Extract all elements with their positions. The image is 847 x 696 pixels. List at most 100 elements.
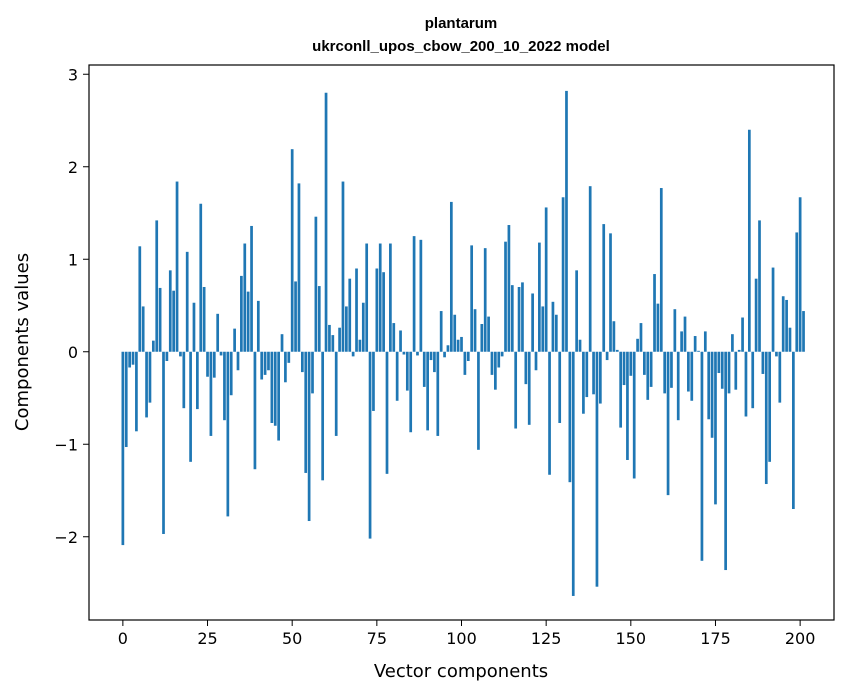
bar bbox=[351, 351, 355, 357]
bar bbox=[189, 351, 192, 462]
x-axis-label: Vector components bbox=[374, 661, 548, 682]
bar bbox=[666, 351, 670, 496]
y-tick-label: 0 bbox=[68, 343, 78, 362]
bar bbox=[751, 351, 755, 409]
bar bbox=[240, 275, 243, 352]
bar bbox=[385, 351, 389, 474]
bar bbox=[548, 351, 551, 475]
bar bbox=[466, 351, 470, 361]
bar bbox=[693, 336, 697, 352]
bar bbox=[399, 330, 402, 352]
bar bbox=[680, 331, 683, 352]
bar bbox=[609, 233, 612, 352]
bar bbox=[500, 351, 504, 357]
bar bbox=[507, 225, 511, 352]
bar bbox=[720, 351, 724, 389]
bar bbox=[131, 351, 135, 365]
bar bbox=[676, 351, 680, 421]
x-tick-label: 100 bbox=[446, 629, 477, 648]
bar bbox=[324, 92, 328, 352]
bar bbox=[456, 339, 460, 352]
bar bbox=[703, 331, 707, 352]
bar bbox=[311, 351, 314, 394]
bar bbox=[541, 306, 545, 352]
bar bbox=[598, 351, 602, 404]
bar bbox=[514, 351, 518, 429]
bar bbox=[317, 286, 321, 352]
bar bbox=[372, 351, 375, 411]
chart-title: plantarum bbox=[425, 15, 498, 32]
bar bbox=[429, 351, 433, 361]
bar bbox=[409, 351, 413, 433]
bar bbox=[595, 351, 599, 587]
bar bbox=[602, 224, 606, 352]
bar bbox=[785, 299, 788, 352]
bar bbox=[446, 345, 450, 352]
bar bbox=[277, 351, 280, 441]
bar bbox=[209, 351, 213, 436]
bar bbox=[561, 197, 565, 352]
x-axis-ticks: 0 25 50 75 100 125 150 175 200 bbox=[118, 620, 816, 648]
x-tick-label: 150 bbox=[616, 629, 647, 648]
y-tick-label: 3 bbox=[68, 65, 78, 84]
bar bbox=[236, 351, 240, 371]
y-tick-label: 1 bbox=[68, 250, 78, 269]
bar bbox=[649, 351, 653, 387]
bar bbox=[172, 290, 176, 352]
bar bbox=[487, 316, 490, 352]
bar bbox=[267, 351, 270, 371]
bar bbox=[426, 351, 429, 431]
bar bbox=[605, 351, 609, 361]
bar bbox=[747, 129, 751, 352]
bar bbox=[687, 351, 690, 392]
bar bbox=[622, 351, 626, 386]
bar bbox=[284, 351, 287, 383]
bar bbox=[307, 351, 311, 522]
bar bbox=[422, 351, 426, 387]
bar bbox=[792, 351, 795, 509]
bar bbox=[659, 188, 663, 352]
bar bbox=[531, 293, 534, 352]
bar bbox=[361, 302, 365, 352]
bar bbox=[256, 300, 260, 352]
bar bbox=[538, 242, 541, 352]
bars-group bbox=[121, 90, 805, 596]
x-tick-label: 50 bbox=[282, 629, 302, 648]
bar bbox=[375, 268, 379, 352]
bar bbox=[724, 351, 727, 571]
bar bbox=[321, 351, 325, 481]
x-tick-label: 25 bbox=[197, 629, 217, 648]
bar bbox=[253, 351, 257, 470]
bar bbox=[483, 248, 487, 352]
bar bbox=[141, 306, 145, 352]
y-tick-label: −2 bbox=[54, 528, 78, 547]
bar bbox=[568, 351, 572, 483]
bar bbox=[697, 350, 700, 352]
x-tick-label: 0 bbox=[118, 629, 128, 648]
bar bbox=[135, 351, 138, 432]
bar bbox=[768, 351, 772, 462]
bar bbox=[246, 291, 250, 352]
bar bbox=[202, 287, 206, 352]
bar bbox=[145, 351, 148, 418]
bar bbox=[510, 285, 514, 352]
bar bbox=[636, 338, 639, 352]
bar bbox=[802, 311, 805, 352]
x-tick-label: 125 bbox=[531, 629, 562, 648]
bar bbox=[185, 251, 189, 352]
bar bbox=[355, 268, 358, 352]
bar bbox=[639, 323, 643, 352]
bar bbox=[771, 267, 775, 352]
bar bbox=[788, 327, 792, 352]
bar bbox=[206, 351, 209, 377]
bar bbox=[521, 282, 524, 352]
bar bbox=[443, 351, 446, 358]
bar bbox=[731, 334, 734, 352]
bar bbox=[416, 351, 419, 356]
bar bbox=[226, 351, 230, 517]
bar bbox=[128, 351, 131, 368]
bar bbox=[517, 287, 521, 352]
bar bbox=[646, 351, 650, 400]
x-tick-label: 200 bbox=[785, 629, 816, 648]
bar bbox=[290, 149, 294, 352]
